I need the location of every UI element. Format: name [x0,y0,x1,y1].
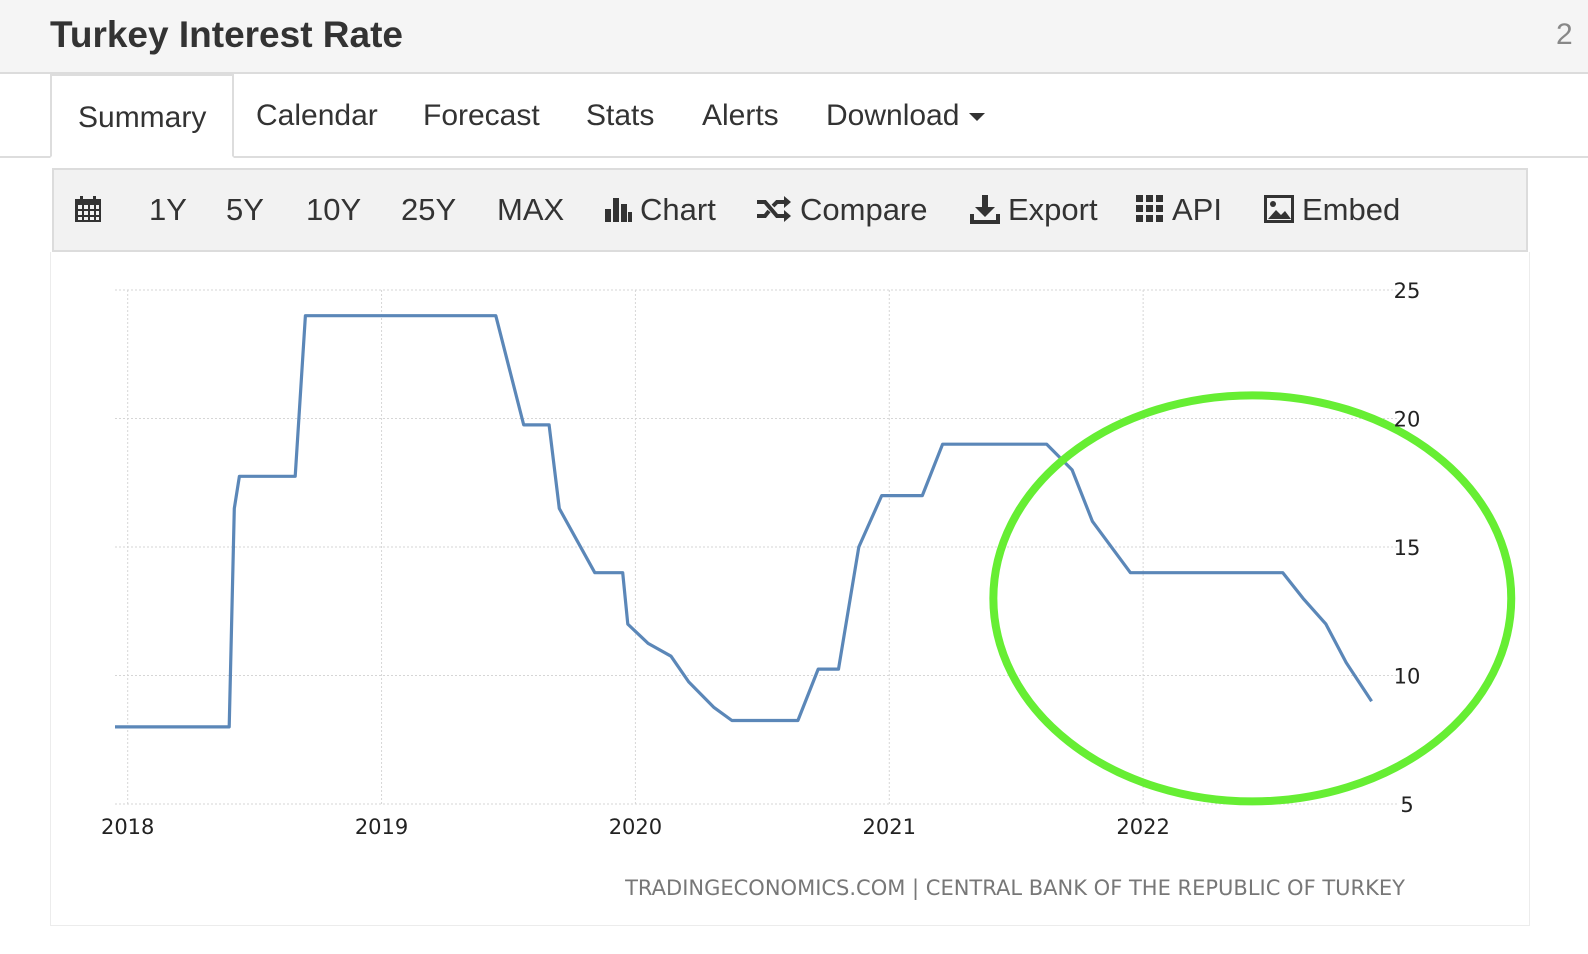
header-right-text: 2 [1556,18,1573,51]
page-title: Turkey Interest Rate [50,14,403,55]
tab-calendar[interactable]: Calendar [256,99,378,132]
embed-label: Embed [1302,192,1401,227]
x-tick-label: 2022 [1116,815,1169,839]
chart-panel: 5 10 15 20 25 2018 2019 2020 2021 2022 TRADINGECO… [50,252,1530,926]
interest-rate-chart: 5 10 15 20 25 2018 2019 2020 2021 2022 TRADINGECO… [101,279,1516,901]
highlight-circle [989,391,1516,806]
chart-toolbar: 1Y 5Y 10Y 25Y MAX Chart Compare Export A… [52,168,1528,252]
tab-stats[interactable]: Stats [586,99,655,132]
x-tick-label: 2018 [101,815,154,839]
grid-icon [1136,194,1163,222]
calendar-icon [75,195,101,222]
caret-down-icon [969,113,986,122]
download-icon [970,194,1000,224]
y-tick-label: 15 [1394,536,1421,560]
shuffle-icon [757,195,791,222]
bar-chart-icon [605,197,632,222]
export-button[interactable]: Export [970,170,1098,250]
embed-button[interactable]: Embed [1264,170,1400,250]
range-1y-button[interactable]: 1Y [149,192,187,227]
compare-button[interactable]: Compare [756,170,928,250]
export-label: Export [1008,192,1098,227]
image-icon [1264,194,1294,223]
tab-alerts[interactable]: Alerts [702,99,779,132]
range-10y-button[interactable]: 10Y [306,192,362,227]
range-25y-button[interactable]: 25Y [401,192,457,227]
x-tick-label: 2019 [355,815,408,839]
api-label: API [1172,192,1222,227]
y-tick-label: 5 [1400,793,1413,817]
tab-bar: Summary Calendar Forecast Stats Alerts D… [0,74,1588,158]
chart-button[interactable]: Chart [604,170,716,250]
chart-source: TRADINGECONOMICS.COM | CENTRAL BANK OF T… [624,876,1405,901]
calendar-button[interactable] [74,170,110,250]
page-header: Turkey Interest Rate 2 [0,0,1588,74]
tab-summary[interactable]: Summary [50,74,235,158]
x-tick-label: 2021 [863,815,916,839]
tab-forecast[interactable]: Forecast [423,99,540,132]
y-tick-label: 20 [1394,408,1421,432]
tab-download[interactable]: Download [826,74,986,158]
api-button[interactable]: API [1136,170,1222,250]
chart-label: Chart [640,192,716,227]
compare-label: Compare [800,192,928,227]
rate-line [115,314,1373,729]
range-max-button[interactable]: MAX [497,192,565,227]
tab-download-label: Download [826,99,960,132]
y-tick-label: 25 [1394,279,1421,303]
y-tick-label: 10 [1394,665,1421,689]
x-tick-label: 2020 [609,815,662,839]
range-5y-button[interactable]: 5Y [226,192,264,227]
